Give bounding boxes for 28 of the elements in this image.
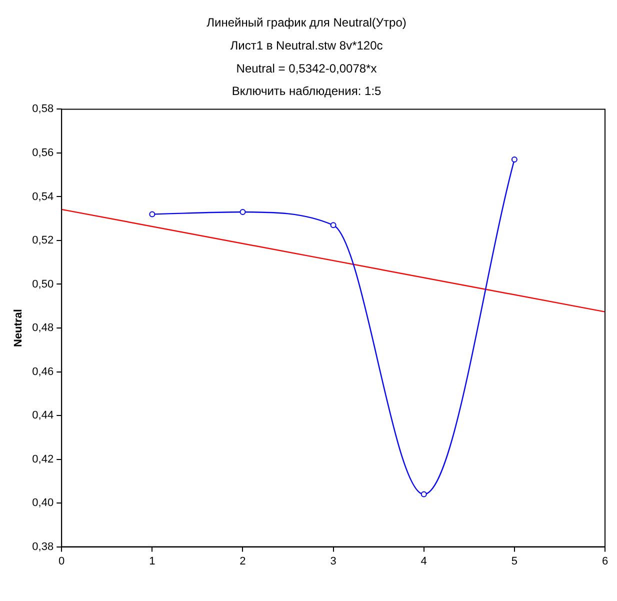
text: Включить наблюдения: 1:5 xyxy=(232,84,382,98)
y-tick-label: 0,40 xyxy=(32,497,54,510)
x-tick-label: 2 xyxy=(240,555,246,568)
text: Лист1 в Neutral.stw 8v*120c xyxy=(230,38,383,53)
x-tick-label: 5 xyxy=(511,555,518,568)
y-tick-label: 0,52 xyxy=(32,234,54,247)
x-tick-label: 1 xyxy=(149,555,156,568)
point xyxy=(149,211,156,218)
text: Neutral = 0,5342-0,0078*x xyxy=(236,61,377,76)
x-tick-label: 3 xyxy=(330,555,336,568)
y-tick-label: 0,54 xyxy=(32,190,54,203)
point xyxy=(420,491,427,498)
y-tick-label: 0,50 xyxy=(32,278,54,290)
x-tick-label: 4 xyxy=(420,555,427,568)
point xyxy=(511,156,518,163)
y-tick-label: 0,56 xyxy=(32,146,54,159)
x-tick-label: 6 xyxy=(602,555,608,568)
y-tick-label: 0,58 xyxy=(32,103,54,116)
y-axis-title: Neutral xyxy=(12,309,25,347)
y-tick-label: 0,38 xyxy=(32,540,54,553)
y-tick-label: 0,42 xyxy=(32,453,54,466)
x-tick-label: 0 xyxy=(58,555,65,568)
y-tick-label: 0,48 xyxy=(32,322,54,334)
point xyxy=(240,209,246,216)
text: Линейный график для Neutral(Утро) xyxy=(206,16,406,30)
y-tick-label: 0,44 xyxy=(32,410,54,422)
point xyxy=(330,222,336,228)
y-tick-label: 0,46 xyxy=(32,366,54,378)
